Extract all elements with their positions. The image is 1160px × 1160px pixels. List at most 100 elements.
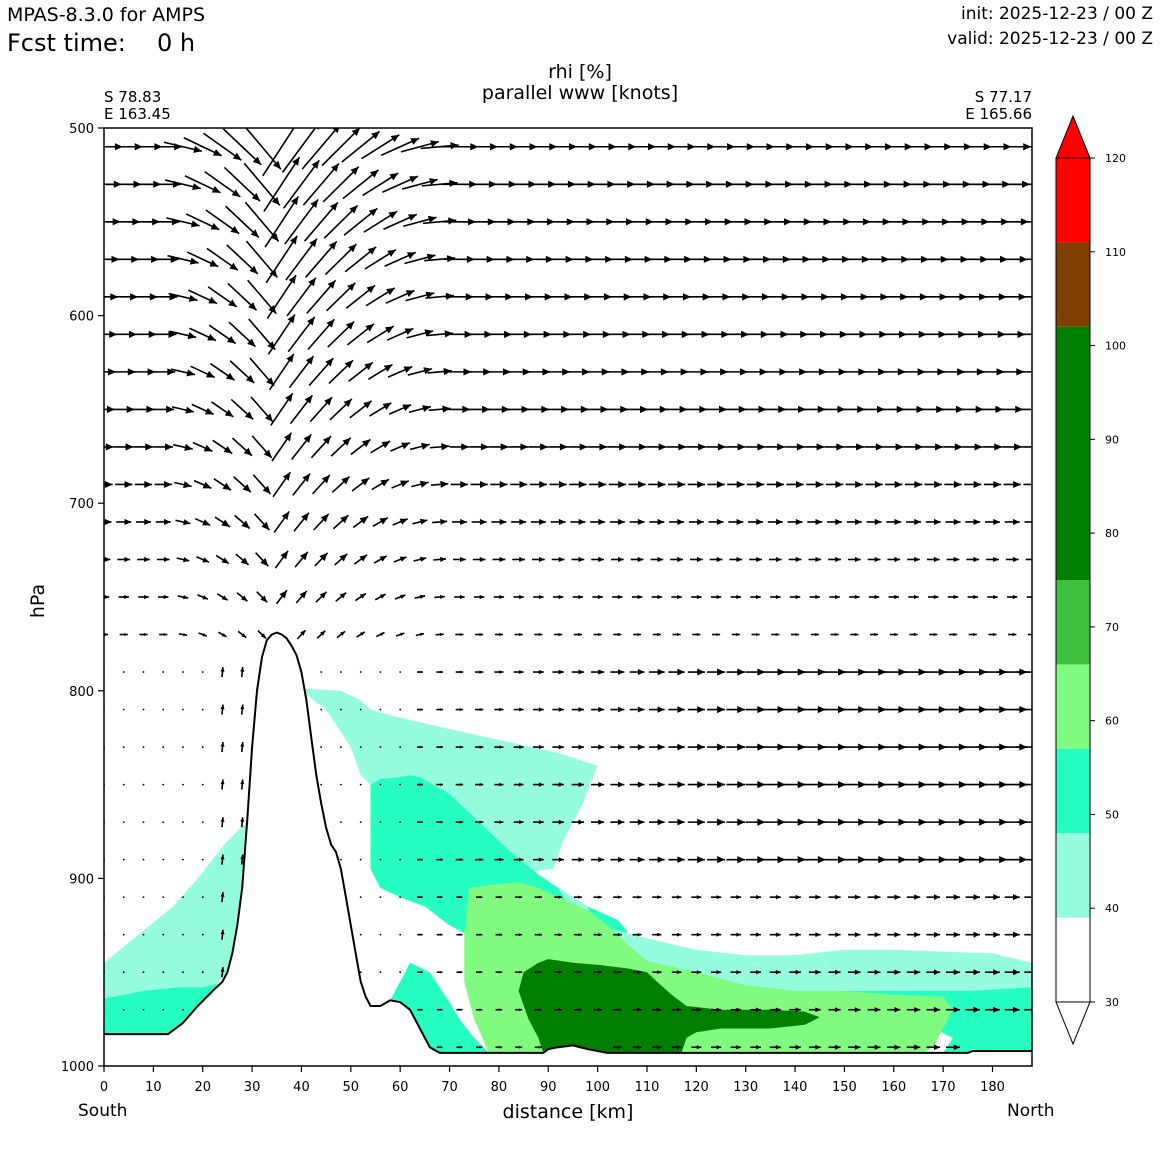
wind-vector (168, 292, 198, 302)
wind-vector (590, 518, 606, 525)
wind-vector (982, 443, 1003, 451)
wind-vector (436, 971, 443, 974)
wind-vector (340, 821, 342, 824)
wind-vector (455, 708, 464, 712)
wind-vector (571, 744, 585, 750)
wind-vector (473, 594, 485, 600)
wind-vector (324, 243, 357, 276)
wind-vector (177, 594, 189, 600)
wind-vector (267, 314, 296, 355)
wind-vector (803, 405, 826, 413)
wind-vector (379, 896, 382, 899)
wind-vector (745, 818, 766, 826)
wind-vector (863, 405, 885, 413)
wind-vector (399, 971, 402, 974)
wind-vector (945, 1006, 961, 1013)
wind-vector (436, 896, 443, 899)
wind-vector (785, 443, 805, 451)
wind-vector (710, 970, 722, 975)
wind-vector (1021, 408, 1032, 411)
wind-vector (671, 1007, 682, 1012)
wind-vector (288, 355, 315, 389)
wind-vector (190, 365, 216, 379)
wind-vector (945, 1044, 961, 1051)
wind-vector (571, 819, 585, 825)
wind-vector (163, 141, 203, 153)
wind-vector (104, 480, 113, 488)
wind-vector (628, 480, 646, 488)
wind-vector (227, 282, 258, 311)
wind-vector (985, 894, 1000, 901)
wind-vector (770, 594, 781, 600)
wind-vector (1004, 969, 1020, 976)
wind-vector (399, 858, 402, 861)
wind-vector (806, 480, 824, 488)
y-tick-label: 700 (69, 497, 94, 512)
wind-vector (436, 858, 443, 861)
wind-vector (122, 671, 125, 673)
wind-vector (451, 518, 467, 525)
wind-vector (162, 1008, 165, 1011)
wind-vector (417, 745, 423, 749)
wind-vector (645, 405, 668, 413)
wind-vector (139, 632, 148, 637)
wind-vector (313, 513, 330, 531)
wind-vector (730, 1045, 742, 1050)
wind-vector (122, 858, 125, 861)
wind-vector (492, 556, 506, 563)
wind-vector (198, 632, 208, 637)
wind-vector (420, 142, 459, 150)
wind-vector (848, 969, 861, 975)
wind-vector (220, 779, 225, 790)
wind-vector (691, 970, 702, 975)
wind-vector (988, 632, 997, 637)
wind-vector (400, 140, 440, 153)
wind-vector (336, 630, 346, 639)
wind-vector (586, 405, 609, 413)
wind-vector (253, 513, 271, 531)
wind-vector (823, 743, 846, 751)
wind-vector (965, 894, 980, 901)
wind-vector (188, 289, 218, 305)
wind-vector (1019, 371, 1032, 373)
wind-vector (220, 892, 225, 903)
wind-vector (270, 392, 294, 426)
wind-vector (570, 518, 586, 525)
wind-vector (245, 240, 279, 279)
wind-vector (884, 443, 904, 451)
wind-vector (1027, 633, 1032, 636)
wind-vector (436, 670, 443, 674)
wind-vector (1007, 594, 1018, 600)
wind-vector (867, 894, 881, 900)
wind-vector (166, 217, 200, 228)
wind-vector (142, 896, 145, 899)
wind-vector (533, 744, 544, 750)
wind-vector (340, 783, 342, 786)
wind-vector (399, 821, 402, 824)
wind-vector (571, 556, 585, 563)
wind-vector (382, 175, 419, 194)
wind-vector (142, 746, 145, 748)
wind-vector (302, 162, 340, 206)
wind-vector (515, 1045, 523, 1049)
wind-vector (494, 857, 504, 862)
wind-vector (906, 1006, 921, 1013)
wind-vector (591, 744, 605, 750)
wind-vector (341, 130, 381, 163)
wind-vector (495, 895, 503, 899)
wind-vector (475, 707, 484, 712)
wind-vector (142, 858, 145, 861)
wind-vector (850, 632, 859, 637)
wind-vector (436, 783, 443, 786)
wind-vector (515, 970, 523, 974)
wind-vector (610, 669, 625, 675)
wind-vector (1016, 783, 1032, 786)
wind-vector (926, 1006, 941, 1013)
wind-vector (469, 443, 489, 451)
wind-vector (534, 895, 543, 899)
wind-vector (193, 479, 212, 490)
wind-vector (551, 556, 565, 563)
wind-vector (928, 594, 939, 600)
wind-vector (403, 215, 437, 228)
wind-vector (869, 632, 879, 637)
